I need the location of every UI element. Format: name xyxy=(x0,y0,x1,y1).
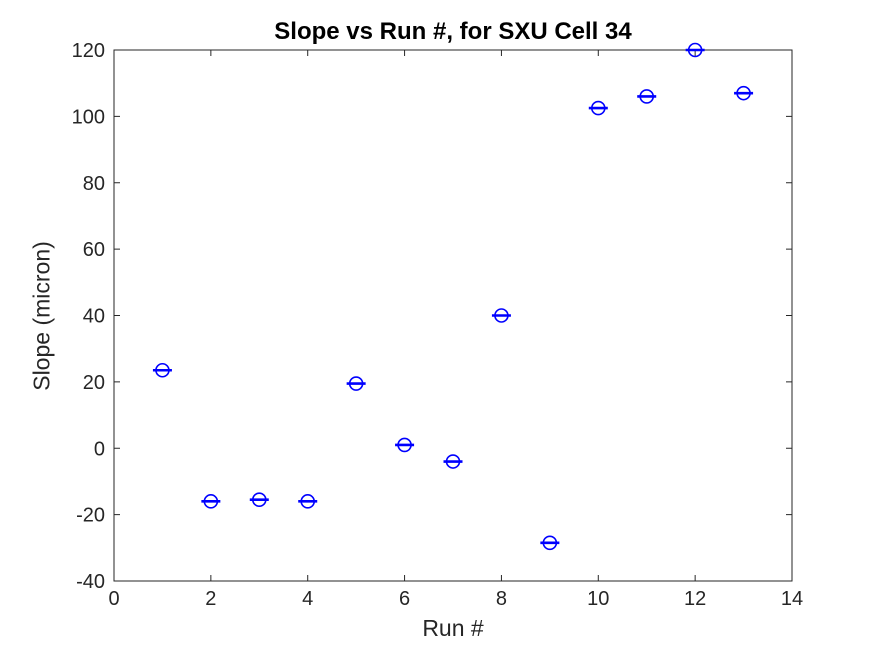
x-tick-label: 0 xyxy=(108,588,119,610)
y-tick-label: 40 xyxy=(83,306,105,328)
x-tick-label: 10 xyxy=(587,588,609,610)
x-tick-label: 4 xyxy=(302,588,313,610)
data-point-marker xyxy=(639,89,655,104)
y-tick-label: 0 xyxy=(94,438,105,460)
data-point-marker xyxy=(494,308,509,323)
data-point-marker xyxy=(445,454,461,469)
y-tick-label: 60 xyxy=(83,239,105,261)
x-tick-label: 14 xyxy=(781,588,803,610)
data-point-marker xyxy=(203,494,219,509)
y-tick-label: -20 xyxy=(76,505,105,527)
y-tick-label: -40 xyxy=(76,571,105,593)
data-point-marker xyxy=(155,362,170,378)
y-tick-label: 100 xyxy=(72,106,105,128)
data-point-marker xyxy=(687,42,703,58)
x-axis-label: Run # xyxy=(422,615,484,641)
x-tick-label: 6 xyxy=(399,588,410,610)
data-point-marker xyxy=(397,437,412,453)
chart-title: Slope vs Run #, for SXU Cell 34 xyxy=(274,18,632,45)
y-tick-label: 20 xyxy=(83,372,105,394)
data-point-marker xyxy=(590,100,606,116)
data-point-marker xyxy=(542,535,558,551)
data-point-marker xyxy=(251,492,267,507)
data-point-marker xyxy=(300,494,316,509)
y-tick-label: 80 xyxy=(83,173,105,195)
x-tick-label: 12 xyxy=(684,588,706,610)
x-tick-label: 8 xyxy=(496,588,507,610)
data-point-marker xyxy=(348,376,364,391)
data-point-marker xyxy=(736,85,751,101)
x-tick-label: 2 xyxy=(205,588,216,610)
y-tick-label: 120 xyxy=(72,40,105,62)
